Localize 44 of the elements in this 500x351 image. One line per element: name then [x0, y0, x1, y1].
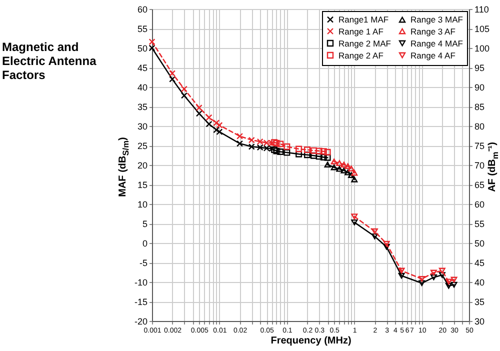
y-tick-label: -20 [134, 316, 148, 326]
y2-tick-label: 80 [474, 122, 485, 132]
y-tick-label: 40 [137, 82, 148, 92]
y2-tick-label: 30 [474, 316, 485, 326]
legend-label: Range 2 MAF [338, 38, 391, 48]
y-tick-label: 15 [137, 180, 148, 190]
y2-tick-label: 55 [474, 219, 485, 229]
y-tick-label: 20 [137, 160, 148, 170]
legend-label: Range 1 AF [338, 26, 384, 36]
y2-tick-label: 95 [474, 63, 485, 73]
y-tick-label: 5 [142, 219, 148, 229]
y2-tick-label: 40 [474, 278, 485, 288]
y2-tick-label: 70 [474, 160, 485, 170]
y2-tick-label: 85 [474, 102, 485, 112]
y-tick-label: 55 [137, 24, 148, 34]
y-tick-label: 45 [137, 63, 148, 73]
legend-label: Range1 MAF [338, 14, 389, 25]
y-tick-label: -15 [134, 297, 148, 307]
y-tick-label: 35 [137, 102, 148, 112]
y-tick-label: 60 [137, 4, 148, 14]
y-tick-label: 0 [142, 238, 148, 248]
y2-tick-label: 60 [474, 200, 485, 210]
y2-tick-label: 75 [474, 141, 485, 151]
y2-tick-label: 105 [474, 24, 490, 34]
y2-tick-label: 35 [474, 297, 485, 307]
legend-label: Range 3 MAF [410, 14, 463, 25]
y2-tick-label: 110 [474, 4, 489, 14]
y-tick-label: 30 [137, 122, 148, 132]
y-tick-label: 25 [137, 141, 148, 151]
y-tick-label: 10 [137, 200, 148, 210]
text: Magnetic and Electric Antenna Factors [2, 40, 97, 82]
legend-label: Range 3 AF [410, 26, 456, 36]
x-axis-title: Frequency (MHz) [270, 336, 352, 346]
legend-label: Range 4 MAF [410, 38, 463, 48]
y2-tick-label: 45 [474, 258, 485, 268]
legend-label: Range 4 AF [410, 50, 456, 60]
y2-tick-label: 100 [474, 44, 490, 54]
legend-label: Range 2 AF [338, 50, 384, 60]
y-tick-label: -5 [139, 258, 148, 268]
y-tick-label: 50 [137, 44, 148, 54]
y-tick-label: -10 [134, 278, 148, 288]
y2-tick-label: 90 [474, 82, 485, 92]
y2-tick-label: 65 [474, 180, 485, 190]
y2-tick-label: 50 [474, 238, 485, 248]
